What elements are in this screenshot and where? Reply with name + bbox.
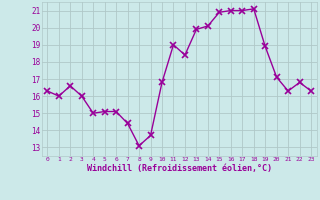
X-axis label: Windchill (Refroidissement éolien,°C): Windchill (Refroidissement éolien,°C) [87, 164, 272, 173]
